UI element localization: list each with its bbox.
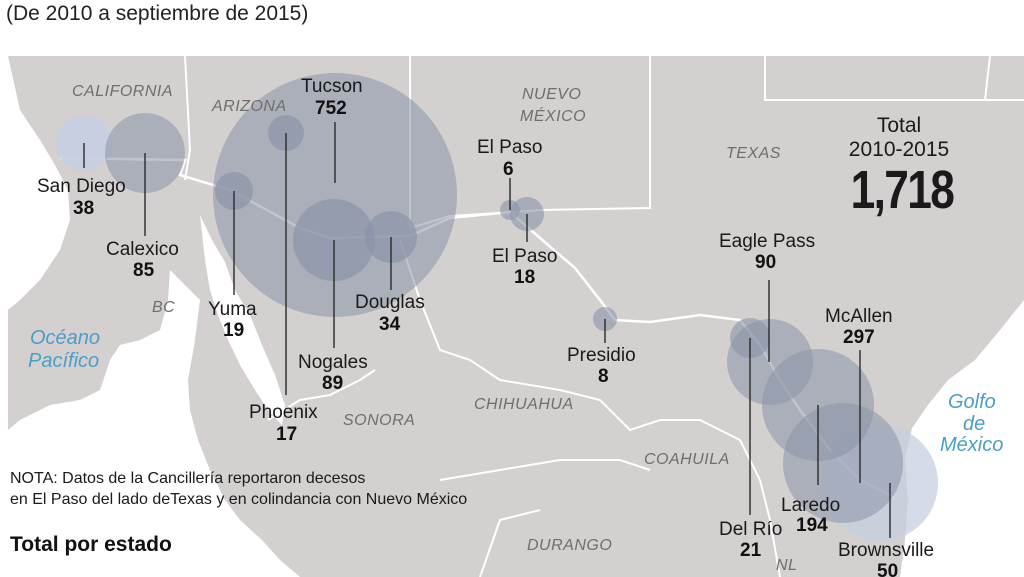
city-count-calexico: 85	[133, 260, 155, 281]
ocean-gulf-3: México	[940, 434, 1003, 456]
data-note: NOTA: Datos de la Cancillería reportaron…	[10, 468, 467, 510]
city-count-phoenix: 17	[276, 424, 297, 445]
city-count-yuma: 19	[223, 320, 244, 341]
gulf-of-california	[200, 215, 285, 425]
city-name-el-paso-nm: El Paso	[477, 137, 542, 158]
region-chihuahua: CHIHUAHUA	[474, 396, 574, 413]
city-name-douglas: Douglas	[355, 292, 425, 313]
city-name-tucson: Tucson	[301, 76, 363, 97]
pacific-coast-notch	[8, 180, 50, 300]
total-range: 2010-2015	[848, 138, 950, 161]
region-nl: NL	[776, 557, 797, 574]
city-count-presidio: 8	[598, 366, 609, 387]
region-nuevo-mexico-1: NUEVO	[522, 86, 581, 103]
ocean-pacific-1: Océano	[30, 327, 100, 349]
city-name-mcallen: McAllen	[825, 306, 893, 327]
state-totals-heading: Total por estado	[10, 533, 172, 556]
region-bc: BC	[152, 299, 175, 316]
total-label: Total	[876, 114, 922, 137]
city-name-brownsville: Brownsville	[838, 540, 934, 561]
total-value: 1,718	[850, 160, 955, 220]
total-summary: Total 2010-2015 1,718	[840, 114, 958, 218]
city-count-brownsville: 50	[877, 561, 898, 577]
city-name-eagle-pass: Eagle Pass	[719, 231, 815, 252]
city-count-mcallen: 297	[843, 327, 875, 348]
region-texas: TEXAS	[726, 145, 781, 162]
city-name-nogales: Nogales	[298, 352, 368, 373]
city-count-eagle-pass: 90	[755, 252, 776, 273]
city-count-nogales: 89	[322, 373, 343, 394]
city-count-el-paso-nm: 6	[503, 159, 514, 180]
city-name-laredo: Laredo	[781, 495, 840, 516]
region-california: CALIFORNIA	[72, 83, 173, 100]
region-nuevo-mexico-2: MÉXICO	[520, 106, 586, 125]
region-sonora: SONORA	[343, 412, 415, 429]
leader-lines	[83, 122, 891, 538]
city-name-presidio: Presidio	[567, 345, 636, 366]
city-name-del-rio: Del Río	[719, 519, 782, 540]
ocean-labels: Océano Pacífico Golfo de México	[28, 327, 1003, 456]
city-labels: San Diego 38 Calexico 85 Yuma 19 Tucson …	[37, 76, 934, 577]
region-labels: CALIFORNIA ARIZONA NUEVO MÉXICO TEXAS BC…	[72, 83, 797, 574]
map-subtitle: (De 2010 a septiembre de 2015)	[6, 2, 309, 25]
bubble-laredo	[783, 403, 903, 523]
note-line-2: en El Paso del lado deTexas y en colinda…	[10, 491, 468, 508]
region-arizona: ARIZONA	[211, 98, 287, 115]
city-count-el-paso-tx: 18	[514, 267, 535, 288]
city-count-del-rio: 21	[740, 540, 762, 561]
city-name-yuma: Yuma	[208, 299, 257, 320]
city-name-phoenix: Phoenix	[249, 402, 318, 423]
city-name-calexico: Calexico	[106, 239, 179, 260]
ocean-gulf-1: Golfo	[948, 391, 996, 413]
ocean-gulf-2: de	[963, 413, 985, 435]
city-count-san-diego: 38	[73, 198, 94, 219]
city-name-el-paso-tx: El Paso	[492, 246, 557, 267]
region-coahuila: COAHUILA	[644, 451, 730, 468]
note-line-1: NOTA: Datos de la Cancillería reportaron…	[10, 470, 366, 487]
city-name-san-diego: San Diego	[37, 176, 126, 197]
city-count-douglas: 34	[379, 314, 401, 335]
ocean-pacific-2: Pacífico	[28, 350, 99, 372]
city-count-tucson: 752	[315, 98, 347, 119]
region-durango: DURANGO	[527, 537, 612, 554]
city-count-laredo: 194	[796, 515, 828, 536]
